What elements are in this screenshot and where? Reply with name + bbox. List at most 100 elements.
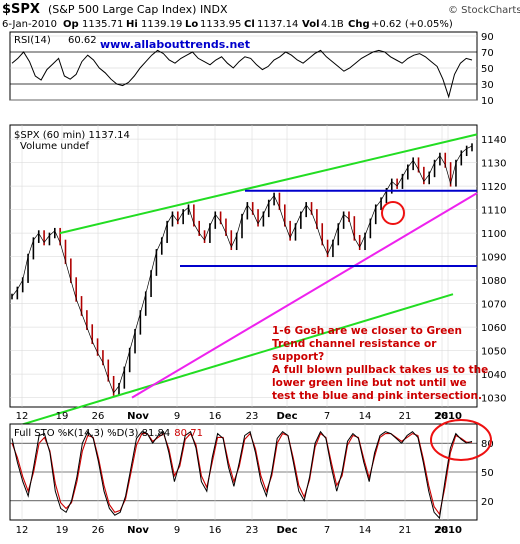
price-x-tick-label: Dec	[276, 411, 297, 422]
sto-label: Full STO %K(14,3) %D(3) 81.84 80.71	[14, 428, 203, 439]
sto-x-tick-label: 21	[399, 525, 412, 536]
price-tick-label: 1090	[481, 253, 506, 264]
price-tick-label: 1080	[481, 276, 506, 287]
sto-k-line	[11, 430, 473, 520]
intersection-highlight-circle	[381, 201, 405, 225]
price-x-tick-label: 26	[92, 411, 105, 422]
sto-tick-label: 80	[481, 439, 494, 450]
price-tick-label: 1130	[481, 159, 506, 170]
sto-k-value: 81.84	[142, 428, 171, 439]
overbought-highlight-ellipse	[430, 419, 492, 461]
sto-x-tick-label: Dec	[276, 525, 297, 536]
price-grid	[10, 125, 477, 407]
rsi-panel-frame	[9, 31, 478, 101]
price-x-tick-label: 7	[324, 411, 330, 422]
sto-name: Full STO %K(14,3) %D(3)	[14, 428, 139, 439]
open-value: 1135.71	[82, 19, 123, 30]
exchange-label: INDX	[200, 3, 228, 16]
rsi-series	[11, 49, 473, 99]
sto-x-tick-label: 2010	[434, 525, 462, 536]
rsi-value: 60.62	[68, 35, 97, 46]
volume-undef-label: Volume undef	[20, 141, 90, 152]
annotation-line: test the blue and pink intersection.	[272, 390, 482, 402]
price-x-tick-label: 28	[436, 411, 449, 422]
quote-date: 6-Jan-2010	[2, 19, 57, 30]
index-name: (S&P 500 Large Cap Index)	[48, 3, 196, 16]
rsi-tick-label: 90	[481, 32, 494, 43]
high-label: Hi	[126, 19, 138, 30]
volume-value: 4.1B	[321, 19, 344, 30]
sto-x-tick-label: 12	[16, 525, 29, 536]
sto-tick-label: 20	[481, 497, 494, 508]
price-x-tick-label: 9	[174, 411, 180, 422]
open-label: Op	[63, 19, 79, 30]
rsi-label: RSI(14)	[14, 35, 51, 46]
quote-line: 6-Jan-2010 Op 1135.71 Hi 1139.19 Lo 1133…	[2, 19, 453, 30]
annotation-line: A full blown pullback takes us to the	[272, 364, 488, 376]
low-value: 1133.95	[200, 19, 241, 30]
trend-line-green-lower	[9, 293, 454, 430]
rsi-tick-label: 70	[481, 48, 494, 59]
rsi-tick-label: 50	[481, 64, 494, 75]
price-x-tick-label: 16	[209, 411, 222, 422]
price-series	[11, 143, 473, 396]
price-x-tick-label: 21	[399, 411, 412, 422]
price-tick-label: 1120	[481, 182, 506, 193]
sto-x-tick-label: 16	[209, 525, 222, 536]
price-tick-label: 1040	[481, 370, 506, 381]
sto-x-tick-label: 14	[359, 525, 372, 536]
change-value: +0.62 (+0.05%)	[371, 19, 453, 30]
price-line	[11, 145, 473, 394]
sto-x-tick-label: 26	[92, 525, 105, 536]
sto-x-tick-label: Nov	[127, 525, 149, 536]
price-x-tick-label: 14	[359, 411, 372, 422]
sto-d-line	[11, 432, 472, 516]
price-axis-ticks: 1140 1130 1120 1110 1100 1090 1080 1070 1060 1050…	[481, 135, 506, 405]
sto-d-value: 80.71	[174, 428, 203, 439]
watermark: © StockCharts.com	[448, 5, 520, 16]
high-value: 1139.19	[141, 19, 182, 30]
trend-line-pink-support	[131, 192, 478, 399]
close-value: 1137.14	[257, 19, 298, 30]
price-x-tick-label: 2010	[434, 411, 462, 422]
rsi-url-text: www.allabouttrends.net	[100, 38, 250, 51]
change-label: Chg	[348, 19, 370, 30]
price-x-tick-label: 12	[16, 411, 29, 422]
price-series-name: $SPX (60 min)	[14, 130, 85, 141]
sto-series	[11, 430, 473, 520]
price-label: $SPX (60 min) 1137.14	[14, 130, 130, 141]
symbol-label: $SPX	[2, 2, 40, 17]
sto-x-tick-label: 7	[324, 525, 330, 536]
price-tick-label: 1070	[481, 300, 506, 311]
annotation-line: Trend channel resistance or	[272, 338, 437, 350]
rsi-tick-label: 30	[481, 80, 494, 91]
rsi-line	[11, 49, 473, 99]
sto-tick-label: 50	[481, 468, 494, 479]
rsi-tick-label: 10	[481, 96, 494, 107]
price-tick-label: 1100	[481, 229, 506, 240]
trend-lines	[9, 133, 478, 430]
price-x-tick-label: 19	[56, 411, 69, 422]
low-label: Lo	[185, 19, 198, 30]
rsi-grid	[10, 35, 477, 101]
price-tick-label: 1050	[481, 347, 506, 358]
close-label: Cl	[244, 19, 255, 30]
sto-x-tick-label: 28	[436, 525, 449, 536]
price-tick-label: 1030	[481, 394, 506, 405]
sto-x-tick-label: 9	[174, 525, 180, 536]
price-tick-label: 1060	[481, 323, 506, 334]
annotation-line: lower green line but not until we	[272, 377, 467, 389]
price-x-tick-label: 23	[246, 411, 259, 422]
annotation-line: support?	[272, 351, 324, 363]
price-x-tick-label: Nov	[127, 411, 149, 422]
sto-axis-ticks: 80 50 20	[481, 439, 494, 508]
sto-x-tick-label: 23	[246, 525, 259, 536]
trend-line-green-upper	[59, 133, 478, 235]
volume-label: Vol	[302, 19, 320, 30]
price-tick-label: 1110	[481, 206, 506, 217]
